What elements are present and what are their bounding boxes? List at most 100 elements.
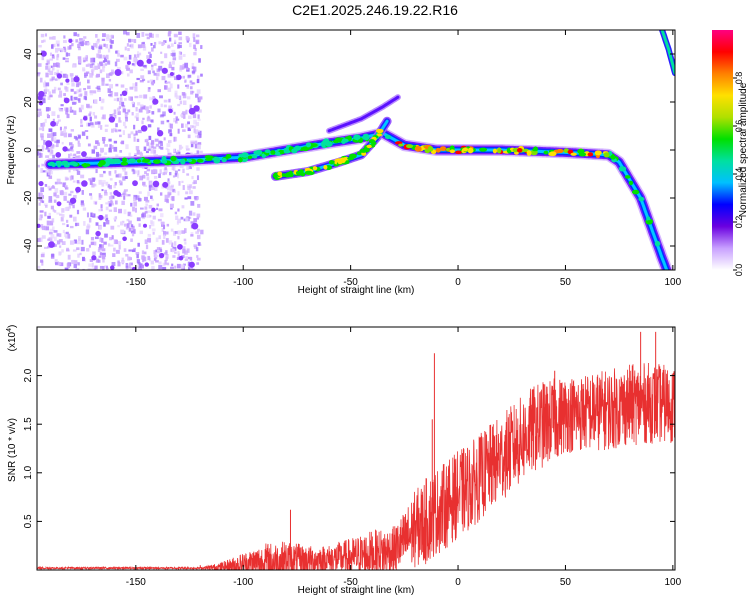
spectrogram-noise	[143, 146, 147, 151]
spectrogram-noise	[127, 256, 131, 261]
spectrogram-noise	[58, 251, 62, 256]
spectrogram-noise	[59, 213, 63, 216]
spectrogram-noise	[157, 250, 161, 254]
spectrogram-noise	[128, 227, 132, 232]
spectrogram-noise	[48, 237, 53, 242]
spectrogram-noise	[169, 123, 173, 129]
spectrogram-noise	[183, 238, 187, 242]
spectrogram-noise	[95, 168, 98, 174]
spectrogram-noise	[62, 229, 65, 234]
spectrogram-noise	[99, 125, 103, 130]
spectrogram-noise	[69, 153, 73, 157]
spectrogram-noise	[186, 173, 190, 176]
spectrogram-peak	[247, 155, 253, 160]
spectrogram-noise	[82, 268, 85, 270]
spectrogram-noise	[80, 124, 84, 127]
spectrogram-noise	[186, 84, 190, 89]
spectrogram-noise	[167, 182, 170, 186]
spectrogram-noise	[73, 110, 77, 115]
spectrogram-peak	[295, 171, 301, 175]
spectrogram-noise	[72, 216, 77, 222]
spectrogram-noise	[63, 126, 67, 130]
spectrogram-noise	[141, 264, 144, 269]
spectrogram-noise	[166, 223, 170, 227]
spectrogram-noise	[186, 248, 190, 253]
spectrogram-noise	[197, 203, 201, 208]
spectrogram-noise	[75, 40, 78, 43]
spectrogram-noise	[52, 36, 56, 40]
spectrogram-noise	[114, 200, 118, 205]
spectrogram-noise	[182, 263, 186, 266]
spectrogram-noise	[181, 230, 186, 234]
spectrogram-noise	[41, 40, 44, 43]
spectrogram-noise	[152, 215, 156, 220]
spectrogram-noise	[139, 207, 144, 210]
spectrogram-noise	[182, 111, 186, 115]
spectrogram-noise	[152, 231, 155, 235]
spectrogram-noise	[70, 95, 73, 101]
colorbar-tick-label: 0.0	[734, 264, 744, 277]
spectrogram-noise	[37, 151, 41, 156]
spectrogram-noise	[101, 180, 106, 185]
spectrogram-noise	[91, 149, 96, 154]
spectrogram-peak	[113, 158, 121, 164]
spectrogram-noise	[164, 53, 168, 59]
spectrogram-noise	[94, 121, 98, 125]
spectrogram-noise	[63, 46, 66, 50]
spectrogram-noise	[193, 66, 197, 72]
spectrogram-noise	[168, 98, 171, 103]
spectrogram-noise	[184, 228, 187, 234]
spectrogram-noise	[124, 176, 128, 179]
spectrogram-noise	[81, 180, 88, 187]
spectrogram-noise	[167, 152, 172, 156]
spectrogram-noise	[196, 228, 200, 232]
spectrogram-noise	[45, 107, 50, 112]
spectrogram-peak	[186, 159, 193, 163]
spectrogram-noise	[37, 223, 41, 228]
spectrogram-noise	[125, 226, 129, 230]
spectrogram-noise	[117, 241, 122, 245]
spectrogram-noise	[81, 190, 84, 195]
spectrogram-peak	[304, 170, 313, 175]
spectrogram-noise	[117, 173, 122, 178]
spectrogram-peak	[261, 154, 266, 158]
spectrogram-noise	[101, 248, 106, 252]
spectrogram-noise	[187, 121, 190, 125]
spectrogram-peak	[328, 160, 335, 165]
spectrogram-noise	[167, 81, 171, 84]
spectrogram-noise	[98, 46, 103, 50]
spectrogram-noise	[168, 129, 172, 134]
colorbar-tick-label: 0.6	[734, 120, 744, 133]
spectrogram-noise	[191, 82, 195, 85]
spectrogram-noise	[115, 249, 120, 254]
spectrogram-noise	[187, 185, 191, 191]
spectrogram-noise	[193, 51, 197, 56]
spectrogram-peak	[594, 150, 602, 156]
spectrogram-noise	[118, 106, 122, 109]
spectrogram-noise	[147, 80, 150, 83]
spectrogram-noise	[89, 111, 92, 115]
spectrogram-noise	[66, 52, 71, 57]
spectrogram-noise	[53, 86, 57, 91]
spectrogram-noise	[71, 99, 75, 104]
spectrogram-noise	[190, 125, 193, 129]
spectrogram-noise	[47, 149, 50, 152]
spectrogram-noise	[125, 193, 128, 197]
spectrogram-noise	[70, 146, 74, 150]
spectrogram-noise	[156, 76, 159, 81]
spectrogram-noise	[38, 215, 41, 219]
spectrogram-noise	[129, 86, 134, 90]
spectrogram-noise	[161, 41, 164, 47]
spectrogram-noise	[97, 64, 101, 70]
spectrogram-noise	[46, 220, 50, 226]
spectrogram-noise	[151, 81, 154, 86]
spectrogram-noise	[149, 96, 152, 101]
spectrogram-noise	[165, 250, 168, 254]
spectrogram-noise	[171, 165, 175, 171]
spectrogram-noise	[170, 266, 174, 269]
spectrogram-noise	[153, 250, 156, 255]
spectrogram-noise	[49, 228, 54, 232]
spectrogram-noise	[102, 54, 106, 59]
x-tick-label: 0	[455, 577, 461, 588]
spectrogram-peak	[152, 159, 161, 164]
